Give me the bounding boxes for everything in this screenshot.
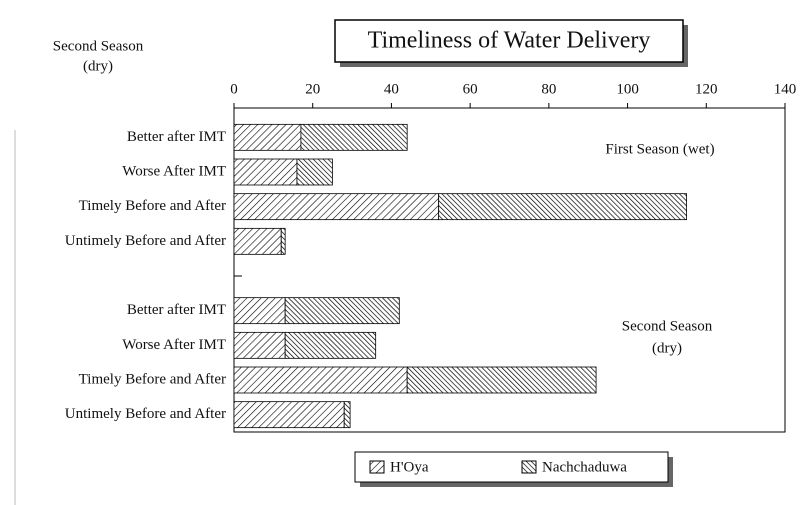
bar-segment bbox=[406, 366, 597, 394]
bar-segment bbox=[296, 158, 333, 186]
annotation: (dry) bbox=[652, 340, 682, 356]
plot-frame bbox=[233, 107, 786, 433]
x-tick-label: 100 bbox=[616, 81, 639, 97]
bar-segment bbox=[233, 331, 286, 359]
bar-segment bbox=[233, 297, 286, 325]
bar-segment bbox=[233, 123, 302, 151]
y-tick-label: Worse After IMT bbox=[122, 337, 226, 353]
y-tick-label: Worse After IMT bbox=[122, 163, 226, 179]
bar-segment bbox=[233, 227, 282, 255]
y-tick-label: Better after IMT bbox=[127, 302, 226, 318]
legend-label: H'Oya bbox=[390, 459, 429, 475]
legend-box bbox=[354, 451, 669, 483]
bar-segment bbox=[300, 123, 408, 151]
side-label: (dry) bbox=[83, 58, 113, 74]
bar-segment bbox=[280, 227, 286, 255]
y-tick-label: Timely Before and After bbox=[79, 198, 226, 214]
y-tick-label: Untimely Before and After bbox=[65, 406, 226, 422]
annotation: Second Season bbox=[622, 318, 713, 334]
legend-label: Nachchaduwa bbox=[542, 459, 627, 475]
y-tick-label: Better after IMT bbox=[127, 129, 226, 145]
annotation: First Season (wet) bbox=[605, 141, 714, 157]
side-label: Second Season bbox=[53, 38, 144, 54]
bar-segment bbox=[233, 366, 408, 394]
y-tick-label: Timely Before and After bbox=[79, 371, 226, 387]
x-tick-label: 120 bbox=[695, 81, 718, 97]
bar-segment bbox=[233, 401, 345, 429]
x-tick-label: 0 bbox=[230, 81, 238, 97]
bar-segment bbox=[233, 193, 440, 221]
x-tick-label: 60 bbox=[463, 81, 478, 97]
bar-segment bbox=[284, 331, 377, 359]
x-tick-label: 140 bbox=[774, 81, 797, 97]
legend-swatch bbox=[521, 460, 537, 474]
title-box bbox=[334, 19, 684, 63]
legend-swatch bbox=[369, 460, 385, 474]
bar-segment bbox=[284, 297, 400, 325]
bar-segment bbox=[438, 193, 688, 221]
chart-title: Timeliness of Water Delivery bbox=[368, 28, 651, 54]
x-tick-label: 20 bbox=[305, 81, 320, 97]
bar-segment bbox=[233, 158, 298, 186]
x-tick-label: 40 bbox=[384, 81, 399, 97]
x-tick-label: 80 bbox=[541, 81, 556, 97]
y-tick-label: Untimely Before and After bbox=[65, 233, 226, 249]
bar-segment bbox=[343, 401, 351, 429]
